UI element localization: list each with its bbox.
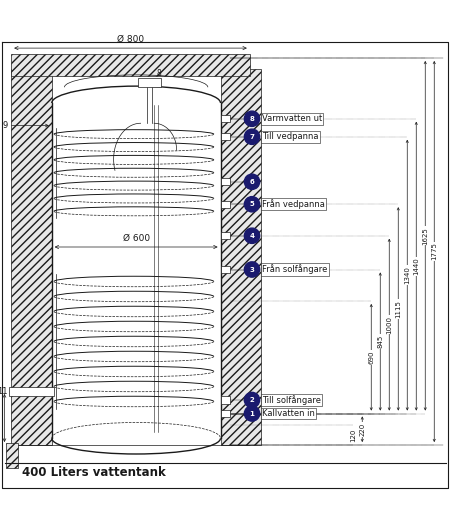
Text: Ø 600: Ø 600 <box>122 234 150 243</box>
Polygon shape <box>220 396 230 404</box>
Text: 690: 690 <box>368 350 374 364</box>
Polygon shape <box>6 443 18 467</box>
Polygon shape <box>9 386 54 395</box>
Text: 2: 2 <box>250 397 254 403</box>
Text: 1000: 1000 <box>386 316 392 333</box>
Text: 4: 4 <box>249 233 255 238</box>
Text: 6: 6 <box>250 179 254 185</box>
Text: 220: 220 <box>359 422 365 436</box>
Polygon shape <box>220 410 230 417</box>
Polygon shape <box>139 78 161 87</box>
Text: 5: 5 <box>250 201 254 207</box>
Text: 1: 1 <box>250 411 254 417</box>
Text: Från solfångare: Från solfångare <box>262 264 327 275</box>
Text: 400 Liters vattentank: 400 Liters vattentank <box>22 465 166 479</box>
Circle shape <box>244 406 260 421</box>
Text: 8: 8 <box>157 69 161 78</box>
Polygon shape <box>220 133 230 140</box>
Text: Ø 800: Ø 800 <box>117 34 144 43</box>
Text: Till solfångare: Till solfångare <box>262 395 321 405</box>
Polygon shape <box>220 232 230 240</box>
Text: 296: 296 <box>0 411 1 425</box>
Polygon shape <box>11 54 250 76</box>
Text: 9: 9 <box>2 121 8 130</box>
Polygon shape <box>220 201 230 208</box>
Text: 1440: 1440 <box>413 257 419 275</box>
Polygon shape <box>220 178 230 186</box>
Polygon shape <box>220 115 230 122</box>
Circle shape <box>244 174 260 189</box>
Circle shape <box>244 129 260 144</box>
Text: 7: 7 <box>250 134 254 140</box>
Polygon shape <box>11 69 52 445</box>
Text: 1625: 1625 <box>422 227 428 245</box>
Text: 3: 3 <box>250 267 254 272</box>
Text: Kallvatten in: Kallvatten in <box>262 409 315 418</box>
Circle shape <box>244 111 260 126</box>
Text: 1775: 1775 <box>431 243 437 260</box>
Circle shape <box>244 262 260 277</box>
Text: 845: 845 <box>377 335 383 348</box>
Circle shape <box>244 228 260 243</box>
Circle shape <box>244 197 260 212</box>
Text: Varmvatten ut: Varmvatten ut <box>262 114 322 123</box>
Text: 120: 120 <box>350 428 356 441</box>
Text: 11: 11 <box>0 386 8 395</box>
Text: Till vedpanna: Till vedpanna <box>262 132 319 142</box>
Text: 8: 8 <box>250 116 254 122</box>
Text: 1115: 1115 <box>395 300 401 318</box>
Text: Från vedpanna: Från vedpanna <box>262 199 325 209</box>
Polygon shape <box>220 266 230 273</box>
Circle shape <box>244 392 260 408</box>
Polygon shape <box>220 69 261 445</box>
Text: 1340: 1340 <box>404 266 410 284</box>
